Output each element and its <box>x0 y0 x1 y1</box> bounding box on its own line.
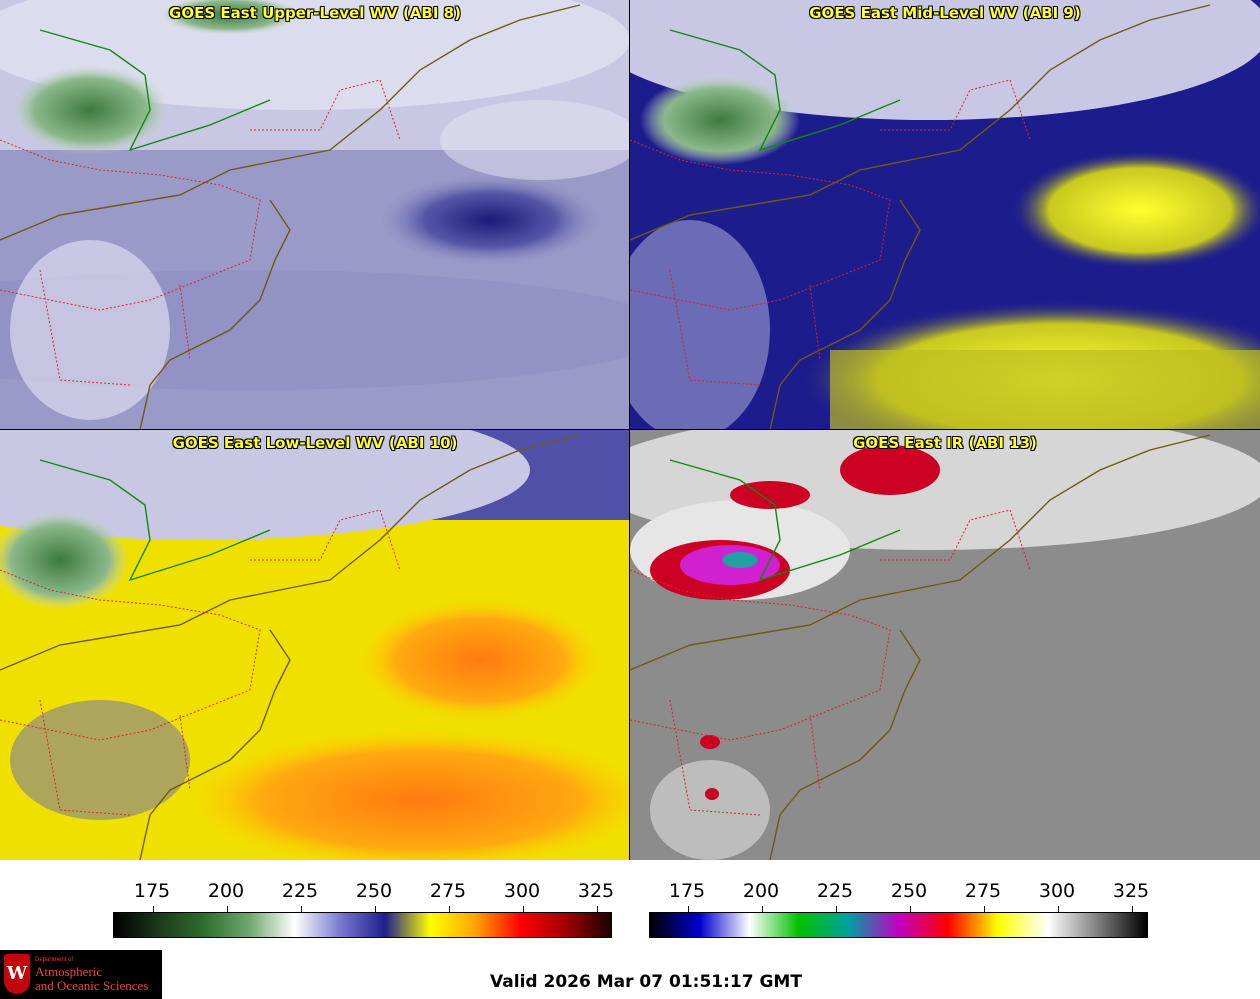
ir-colorbar <box>649 906 1148 938</box>
colorbar-tick-label: 200 <box>207 880 245 902</box>
colorbar-tick <box>762 906 763 913</box>
colorbar-tick <box>449 906 450 913</box>
upper-level-wv-image <box>0 0 630 430</box>
panel-upper-level-wv: GOES East Upper-Level WV (ABI 8) <box>0 0 630 430</box>
panel-ir: GOES East IR (ABI 13) <box>630 430 1260 860</box>
uw-seal-icon: W <box>4 954 30 994</box>
logo-line1: Atmospheric <box>35 964 103 979</box>
panel-divider-vertical <box>629 0 630 860</box>
colorbar-tick-label: 300 <box>503 880 541 902</box>
colorbar-tick <box>688 906 689 913</box>
panel-title: GOES East Upper-Level WV (ABI 8) <box>169 4 461 22</box>
aos-logo: W Department of Atmospheric and Oceanic … <box>0 950 162 999</box>
colorbar-tick <box>523 906 524 913</box>
panel-low-level-wv: GOES East Low-Level WV (ABI 10) <box>0 430 630 860</box>
colorbar-tick-label: 225 <box>281 880 319 902</box>
colorbar-tick-label: 250 <box>890 880 928 902</box>
colorbar-tick-label: 200 <box>742 880 780 902</box>
colorbar-tick <box>153 906 154 913</box>
colorbar-tick-label: 175 <box>668 880 706 902</box>
mid-level-wv-image <box>630 0 1260 430</box>
colorbar-tick-label: 275 <box>964 880 1002 902</box>
colorbar-tick <box>227 906 228 913</box>
colorbar-tick-label: 325 <box>577 880 615 902</box>
colorbar-tick-label: 250 <box>355 880 393 902</box>
colorbar-tick <box>375 906 376 913</box>
colorbar-tick-label: 175 <box>133 880 171 902</box>
colorbar-tick <box>301 906 302 913</box>
colorbar-tick-label: 225 <box>816 880 854 902</box>
panel-title: GOES East Mid-Level WV (ABI 9) <box>809 4 1081 22</box>
colorbar-tick <box>1132 906 1133 913</box>
ir-image <box>630 430 1260 860</box>
low-level-wv-image <box>0 430 630 860</box>
colorbar-tick <box>597 906 598 913</box>
valid-time: Valid 2026 Mar 07 01:51:17 GMT <box>490 972 802 992</box>
panel-mid-level-wv: GOES East Mid-Level WV (ABI 9) <box>630 0 1260 430</box>
panel-title: GOES East Low-Level WV (ABI 10) <box>172 434 458 452</box>
logo-dept: Department of <box>35 957 74 963</box>
logo-line2: and Oceanic Sciences <box>35 978 149 993</box>
panel-title: GOES East IR (ABI 13) <box>853 434 1037 452</box>
colorbar-tick <box>910 906 911 913</box>
colorbar-tick-label: 275 <box>429 880 467 902</box>
wv-colorbar <box>113 906 612 938</box>
panel-divider-horizontal <box>0 429 1260 430</box>
colorbar-tick <box>836 906 837 913</box>
colorbar-tick <box>1058 906 1059 913</box>
colorbar-tick-label: 300 <box>1038 880 1076 902</box>
colorbar-tick <box>984 906 985 913</box>
colorbar-tick-label: 325 <box>1112 880 1150 902</box>
